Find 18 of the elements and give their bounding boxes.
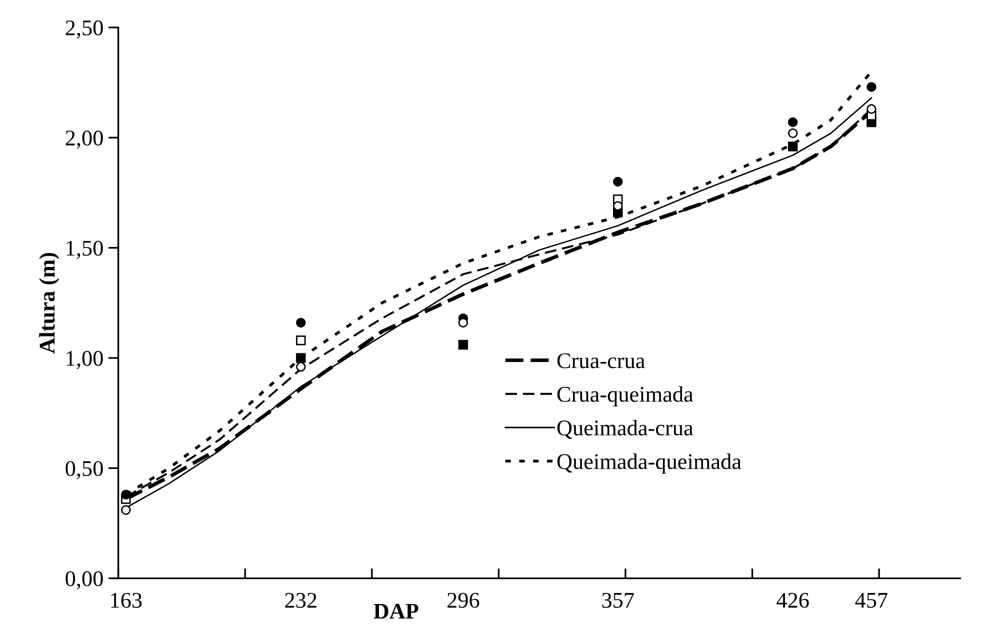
y-tick-label: 2,50 — [66, 20, 103, 39]
y-tick-label: 0,00 — [66, 571, 103, 590]
x-tick-label: 296 — [447, 592, 480, 608]
y-tick-label: 1,00 — [66, 350, 103, 370]
legend-label: Queimada-crua — [557, 420, 694, 439]
y-tick-label: 0,50 — [66, 461, 103, 480]
x-tick-label: 232 — [285, 592, 316, 608]
y-tick-label: 2,00 — [66, 130, 103, 149]
legend-label: Queimada-queimada — [557, 453, 742, 474]
x-tick-label: 163 — [111, 592, 142, 608]
legend-label: Crua-queimada — [557, 386, 694, 406]
x-tick-label: 357 — [602, 592, 634, 608]
x-tick-label: 426 — [776, 592, 809, 608]
x-tick-label: 457 — [855, 592, 888, 608]
y-tick-label: 1,50 — [66, 240, 103, 259]
x-axis-title: DAP — [374, 604, 418, 619]
legend-label: Crua-crua — [557, 353, 645, 368]
y-axis-title: Altura (m) — [39, 252, 60, 354]
